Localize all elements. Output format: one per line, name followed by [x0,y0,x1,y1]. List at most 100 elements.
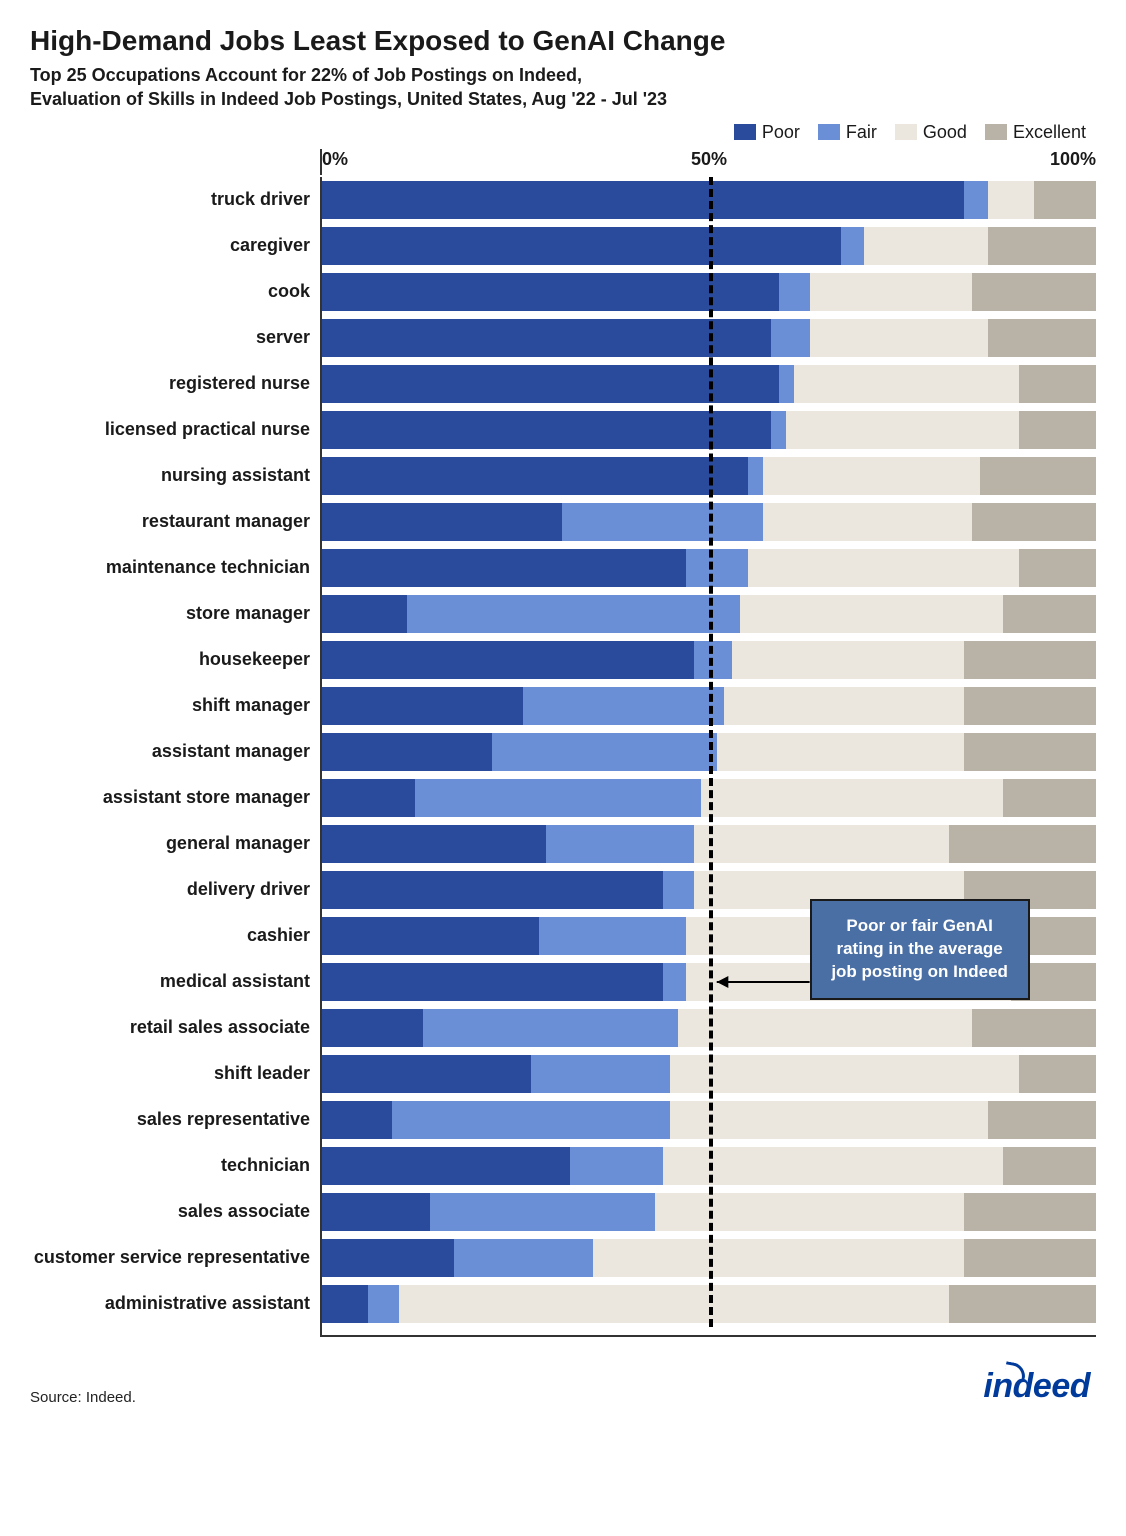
bar-track [320,407,1096,453]
stacked-bar [322,733,1096,771]
bar-track [320,775,1096,821]
bar-track [320,1143,1096,1189]
stacked-bar [322,1285,1096,1323]
bar-segment-poor [322,457,748,495]
bar-segment-good [988,181,1034,219]
bar-segment-poor [322,1285,368,1323]
row-label: shift leader [30,1063,320,1084]
footer: Source: Indeed. indeed [30,1367,1096,1406]
indeed-logo: indeed [983,1367,1096,1406]
stacked-bar [322,641,1096,679]
row-label: administrative assistant [30,1293,320,1314]
bar-segment-good [748,549,1019,587]
bar-segment-fair [430,1193,654,1231]
row-label: maintenance technician [30,557,320,578]
bar-segment-fair [663,963,686,1001]
bar-segment-poor [322,871,663,909]
bar-segment-fair [779,365,794,403]
bar-segment-fair [392,1101,671,1139]
bar-segment-fair [686,549,748,587]
chart-row: store manager [30,591,1096,637]
bar-segment-excellent [949,1285,1096,1323]
bar-segment-poor [322,1009,423,1047]
bar-segment-poor [322,825,546,863]
stacked-bar [322,1193,1096,1231]
stacked-bar [322,227,1096,265]
bar-segment-excellent [964,733,1096,771]
chart-row: technician [30,1143,1096,1189]
bar-segment-fair [748,457,763,495]
bar-segment-good [678,1009,972,1047]
bar-segment-fair [771,411,786,449]
source-text: Source: Indeed. [30,1389,136,1406]
bar-track [320,1097,1096,1143]
bar-segment-fair [570,1147,663,1185]
chart-row: assistant manager [30,729,1096,775]
row-label: registered nurse [30,373,320,394]
chart-row: administrative assistant [30,1281,1096,1327]
row-label: technician [30,1155,320,1176]
row-label: truck driver [30,189,320,210]
bar-segment-excellent [980,457,1096,495]
chart-row: caregiver [30,223,1096,269]
bar-segment-fair [492,733,716,771]
bar-segment-good [701,779,1003,817]
bar-segment-good [399,1285,949,1323]
bar-segment-excellent [1034,181,1096,219]
bar-segment-poor [322,1101,392,1139]
legend-item: Excellent [985,122,1086,143]
bar-track [320,545,1096,591]
bar-segment-poor [322,687,523,725]
bar-segment-fair [368,1285,399,1323]
subtitle-line-1: Top 25 Occupations Account for 22% of Jo… [30,65,582,85]
bar-track [320,1051,1096,1097]
chart-row: cook [30,269,1096,315]
chart-row: registered nurse [30,361,1096,407]
bar-segment-fair [771,319,810,357]
row-label: delivery driver [30,879,320,900]
bar-segment-fair [454,1239,593,1277]
chart-row: sales associate [30,1189,1096,1235]
bar-segment-good [732,641,964,679]
bar-segment-excellent [964,1193,1096,1231]
row-label: shift manager [30,695,320,716]
chart-row: nursing assistant [30,453,1096,499]
bar-segment-excellent [972,273,1096,311]
bar-track [320,1235,1096,1281]
bar-segment-poor [322,963,663,1001]
bar-segment-good [810,273,973,311]
bar-track [320,637,1096,683]
bar-track [320,499,1096,545]
bar-segment-poor [322,733,492,771]
chart-row: assistant store manager [30,775,1096,821]
chart: 0%50%100% truck drivercaregivercookserve… [30,149,1096,1337]
bar-segment-fair [841,227,864,265]
bar-segment-good [670,1101,987,1139]
chart-row: licensed practical nurse [30,407,1096,453]
bar-track [320,453,1096,499]
bar-segment-good [740,595,1003,633]
stacked-bar [322,595,1096,633]
stacked-bar [322,779,1096,817]
chart-row: retail sales associate [30,1005,1096,1051]
bar-track [320,223,1096,269]
bar-segment-poor [322,1147,570,1185]
bar-segment-excellent [949,825,1096,863]
x-axis-bottom [30,1327,1096,1337]
stacked-bar [322,549,1096,587]
bar-segment-excellent [1003,1147,1096,1185]
row-label: restaurant manager [30,511,320,532]
bar-segment-good [810,319,988,357]
chart-row: maintenance technician [30,545,1096,591]
bar-segment-fair [779,273,810,311]
bar-track [320,1005,1096,1051]
row-label: cashier [30,925,320,946]
bar-track [320,729,1096,775]
bar-segment-good [786,411,1018,449]
stacked-bar [322,1055,1096,1093]
stacked-bar [322,1101,1096,1139]
bar-segment-fair [523,687,724,725]
bar-segment-fair [423,1009,678,1047]
bar-segment-poor [322,227,841,265]
legend-item: Fair [818,122,877,143]
